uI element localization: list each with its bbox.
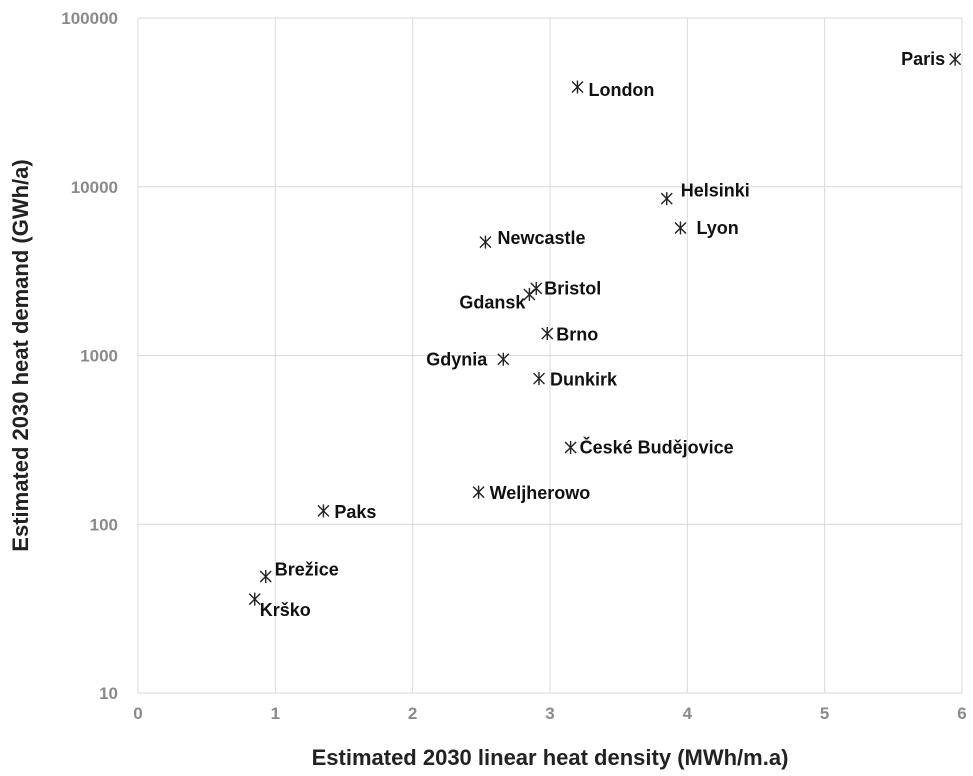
data-point-label: Brno [556,325,598,345]
data-point-marker [533,372,546,386]
data-point-marker [497,352,510,366]
x-tick-label: 4 [683,704,693,723]
data-point-label: České Budějovice [580,436,734,457]
x-tick-label: 3 [545,704,554,723]
y-tick-label: 100 [90,515,118,534]
data-point-label: Helsinki [681,181,750,201]
data-point-marker [317,504,330,518]
y-tick-label: 1000 [80,347,118,366]
data-point-label: London [588,80,654,100]
data-points: Paris London Helsinki Lyon Newcastle Bristol G… [248,49,962,620]
x-tick-label: 2 [408,704,417,723]
y-tick-label: 100000 [61,9,118,28]
x-tick-label: 0 [133,704,142,723]
data-point-label: Lyon [696,218,738,238]
data-point-marker [523,287,536,301]
data-point-label: Weljherowo [490,483,591,503]
data-point-label: Dunkirk [550,370,618,390]
data-point-marker [674,221,687,235]
x-tick-label: 1 [271,704,280,723]
data-point-label: Bristol [544,278,601,298]
x-tick-label: 6 [957,704,966,723]
data-point-label: Paks [334,502,376,522]
data-point-marker [949,52,962,66]
data-point-label: Gdansk [459,292,526,312]
data-point-marker [479,235,492,249]
data-point-marker [472,485,485,499]
grid [137,17,963,694]
data-point-marker [541,327,554,341]
data-point-marker [660,192,673,206]
data-point-marker [259,570,272,584]
data-point-label: Gdynia [426,349,488,369]
data-point-label: Newcastle [497,228,585,248]
y-tick-label: 10000 [71,178,118,197]
data-point-marker [571,80,584,94]
y-axis-title: Estimated 2030 heat demand (GWh/a) [8,159,33,551]
data-point-label: Paris [901,49,945,69]
x-tick-label: 5 [820,704,829,723]
data-point-label: Brežice [275,560,339,580]
data-point-marker [564,440,577,454]
tick-labels: 0 1 2 3 4 5 6 10 100 1000 10000 100000 [61,9,966,723]
y-tick-label: 10 [99,684,118,703]
data-point-marker [530,281,543,295]
data-point-label: Krško [260,600,311,620]
x-axis-title: Estimated 2030 linear heat density (MWh/… [312,745,789,770]
data-point-marker [248,592,261,606]
